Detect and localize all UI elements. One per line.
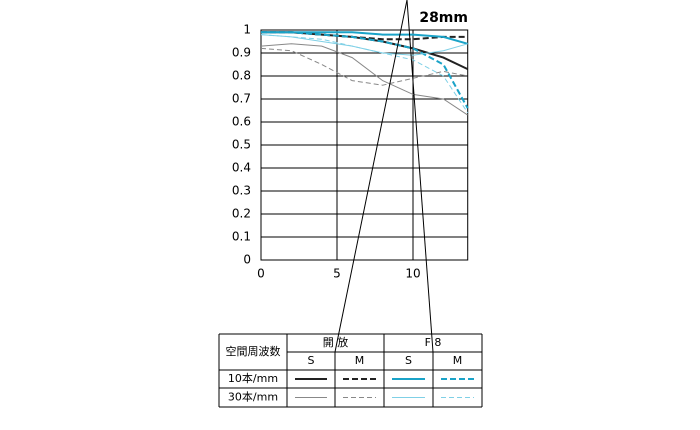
mtf-line (260, 43, 468, 116)
y-tick-label: 0.7 (232, 92, 251, 106)
x-tick-label: 0 (257, 267, 265, 281)
mtf-line (261, 31, 468, 45)
y-tick-label: 0 (243, 253, 251, 267)
y-tick-label: 0.8 (232, 69, 251, 83)
y-tick-label: 1 (243, 23, 251, 37)
mtf-line (260, 34, 469, 114)
table-header: S (308, 354, 315, 367)
table-header: M (355, 354, 365, 367)
mtf-line (260, 47, 468, 86)
y-tick-label: 0.9 (232, 46, 251, 60)
mtf-line (261, 31, 469, 109)
table-row-label: 10本/mm (228, 371, 278, 385)
y-tick-label: 0.1 (232, 230, 251, 244)
y-tick-label: 0.3 (232, 184, 251, 198)
table-header: 開 放 (323, 335, 349, 349)
chart-title: 28mm (419, 10, 468, 26)
x-tick-label: 10 (405, 267, 420, 281)
table-header: M (453, 354, 463, 367)
table-header: S (405, 354, 412, 367)
table-row-label: 30本/mm (228, 390, 278, 404)
y-tick-label: 0.5 (232, 138, 251, 152)
y-tick-label: 0.6 (232, 115, 251, 129)
table-header: 空間周波数 (226, 344, 281, 358)
y-tick-label: 0.4 (232, 161, 251, 175)
table-header: F 8 (425, 336, 442, 349)
table-border (334, 0, 408, 353)
y-tick-label: 0.2 (232, 207, 251, 221)
x-tick-label: 5 (333, 267, 341, 281)
table-border (406, 0, 434, 353)
